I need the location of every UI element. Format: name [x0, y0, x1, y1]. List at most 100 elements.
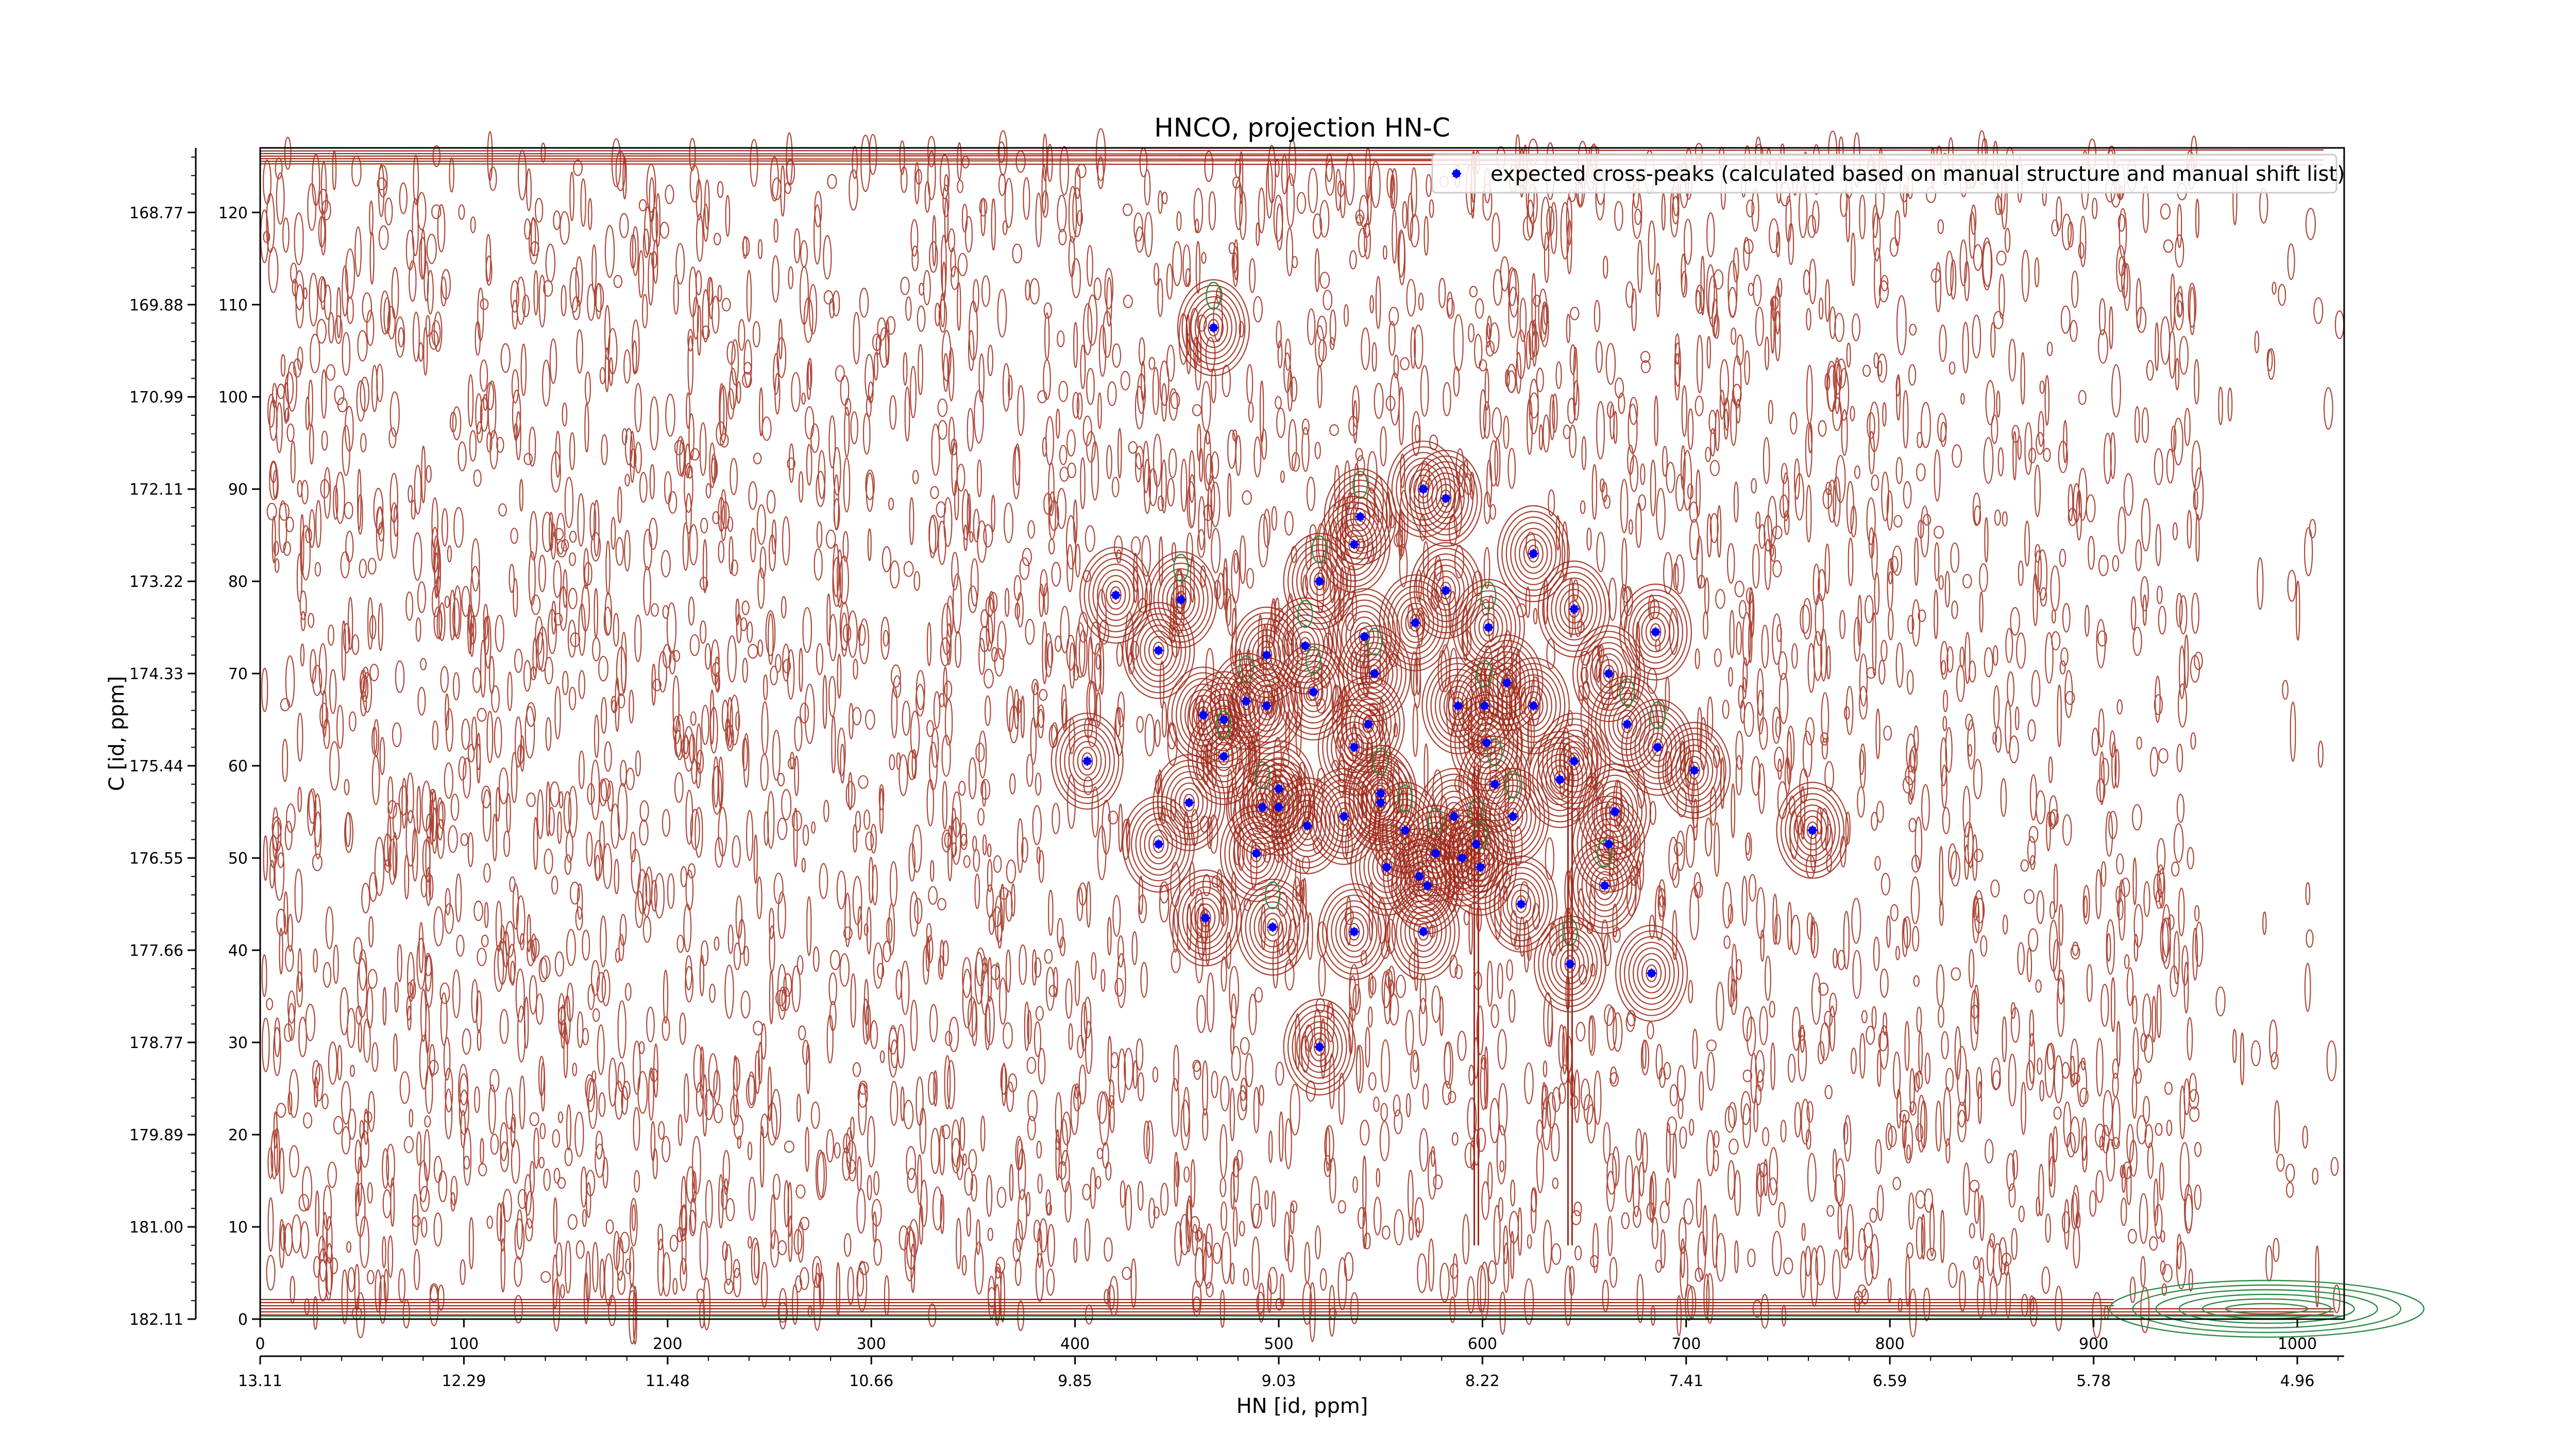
peak-contour-ring — [1332, 594, 1397, 680]
peak-contour-ring — [1621, 699, 1694, 796]
peak-contour-ring — [1182, 886, 1229, 950]
peak-contour-ring — [1338, 625, 1411, 722]
cross-peak-marker — [1381, 862, 1392, 872]
x-ppm-tick-label: 9.85 — [1058, 1372, 1092, 1390]
peak-contour-group — [1485, 855, 1558, 953]
peak-contour-ring — [1055, 718, 1120, 804]
peak-contour-group — [1621, 699, 1694, 796]
peak-contour-ring — [1542, 926, 1598, 1002]
peak-contour-ring — [1126, 608, 1191, 694]
peak-contour-ring — [1341, 605, 1388, 668]
peak-contour-ring — [1068, 735, 1106, 787]
peak-contour-group — [1537, 560, 1611, 658]
peak-contour-ring — [1466, 847, 1495, 888]
peak-contour-group — [1615, 924, 1688, 1022]
y-ppm-tick-label: 175.44 — [129, 757, 183, 775]
peak-contour-ring — [1465, 680, 1503, 732]
negative-contour-ring — [1486, 738, 1503, 767]
peak-contour-ring — [1200, 725, 1247, 788]
peak-contour-ring — [1073, 741, 1102, 782]
y-tick-label: 80 — [228, 573, 248, 591]
peak-contour-ring — [1444, 818, 1517, 916]
cross-peak-marker — [1554, 774, 1565, 785]
peak-contour-ring — [1568, 600, 1580, 618]
peak-contour-ring — [1646, 964, 1657, 982]
peak-contour-ring — [1510, 522, 1557, 585]
peak-contour-ring — [1193, 700, 1214, 730]
peak-contour-ring — [1392, 591, 1439, 654]
peak-contour-ring — [1320, 785, 1367, 848]
peak-contour-ring — [1059, 724, 1115, 799]
peak-contour-ring — [1550, 765, 1570, 795]
peak-contour-ring — [1519, 685, 1548, 726]
peak-contour-ring — [1806, 821, 1819, 839]
peak-contour-group — [1169, 869, 1242, 967]
peak-contour-group — [1050, 713, 1124, 810]
cross-peak-marker — [1251, 848, 1262, 858]
peak-contour-ring — [1377, 852, 1397, 882]
legend-marker-glyph — [1451, 168, 1462, 179]
x-ppm-tick-label: 9.03 — [1262, 1372, 1296, 1390]
peak-contour-ring — [1192, 677, 1256, 763]
y-ppm-tick-label: 177.66 — [129, 942, 183, 960]
peak-contour-ring — [1628, 941, 1675, 1005]
peak-contour-ring — [1481, 734, 1493, 752]
peak-contour-group — [1391, 837, 1464, 934]
cross-peak-marker — [1565, 959, 1575, 969]
cross-peak-marker — [1483, 622, 1494, 633]
peak-contour-group — [1328, 588, 1401, 685]
peak-contour-ring — [1208, 318, 1219, 337]
peak-contour-ring — [1288, 800, 1326, 852]
peak-contour-ring — [1252, 685, 1281, 726]
peak-contour-group — [1210, 652, 1283, 750]
peak-contour-group — [1578, 763, 1651, 861]
peak-contour-ring — [1560, 949, 1581, 979]
peak-contour-ring — [1325, 790, 1363, 842]
peak-contour-ring — [1234, 663, 1299, 749]
peak-contour-ring — [1239, 775, 1286, 839]
cross-peak-marker — [1418, 484, 1429, 495]
peak-contour-ring — [1418, 461, 1473, 536]
peak-contour-ring — [1684, 755, 1705, 785]
peak-contour-ring — [1326, 895, 1382, 969]
peak-contour-ring — [1077, 747, 1097, 776]
peak-contour-ring — [1309, 567, 1330, 596]
peak-contour-ring — [1546, 571, 1602, 647]
peak-contour-ring — [1348, 535, 1360, 553]
peak-contour-ring — [1506, 884, 1536, 924]
peak-contour-ring — [1140, 818, 1178, 870]
peak-contour-ring — [1131, 613, 1187, 688]
peak-contour-ring — [1185, 290, 1242, 365]
cross-peak-marker — [1302, 820, 1313, 831]
peak-contour-group — [1283, 998, 1356, 1096]
peak-contour-ring — [1577, 848, 1633, 923]
peak-contour-group — [1187, 708, 1260, 805]
peak-contour-ring — [1224, 811, 1289, 897]
peak-contour-group — [1338, 625, 1411, 722]
peak-contour-ring — [1489, 861, 1553, 947]
peak-contour-ring — [1560, 588, 1589, 630]
peak-contour-ring — [1404, 906, 1443, 958]
cross-peak-marker — [1430, 848, 1441, 858]
peak-contour-ring — [1181, 284, 1246, 371]
peak-contour-ring — [1290, 660, 1337, 724]
peak-contour-ring — [1293, 805, 1322, 846]
peak-contour-ring — [1440, 489, 1452, 508]
peak-contour-group — [1122, 602, 1195, 699]
peak-contour-ring — [1250, 845, 1262, 863]
cross-peak-marker — [1609, 806, 1620, 817]
negative-contour-ring — [1619, 678, 1635, 706]
negative-contour-ring — [1173, 553, 1189, 582]
peak-contour-ring — [1474, 607, 1503, 648]
negative-contour-ring — [1505, 770, 1521, 799]
peak-contour-ring — [1435, 483, 1456, 513]
cross-peak-marker — [1349, 926, 1360, 937]
peak-contour-ring — [1126, 801, 1191, 887]
peak-contour-ring — [1391, 889, 1455, 975]
peak-contour-ring — [1387, 441, 1460, 538]
y-ppm-tick-label: 170.99 — [129, 389, 183, 407]
negative-contour-ring — [1216, 710, 1232, 739]
y-ppm-tick-label: 172.11 — [129, 481, 183, 499]
peak-contour-ring — [1218, 748, 1230, 766]
y-tick-label: 50 — [228, 850, 248, 868]
